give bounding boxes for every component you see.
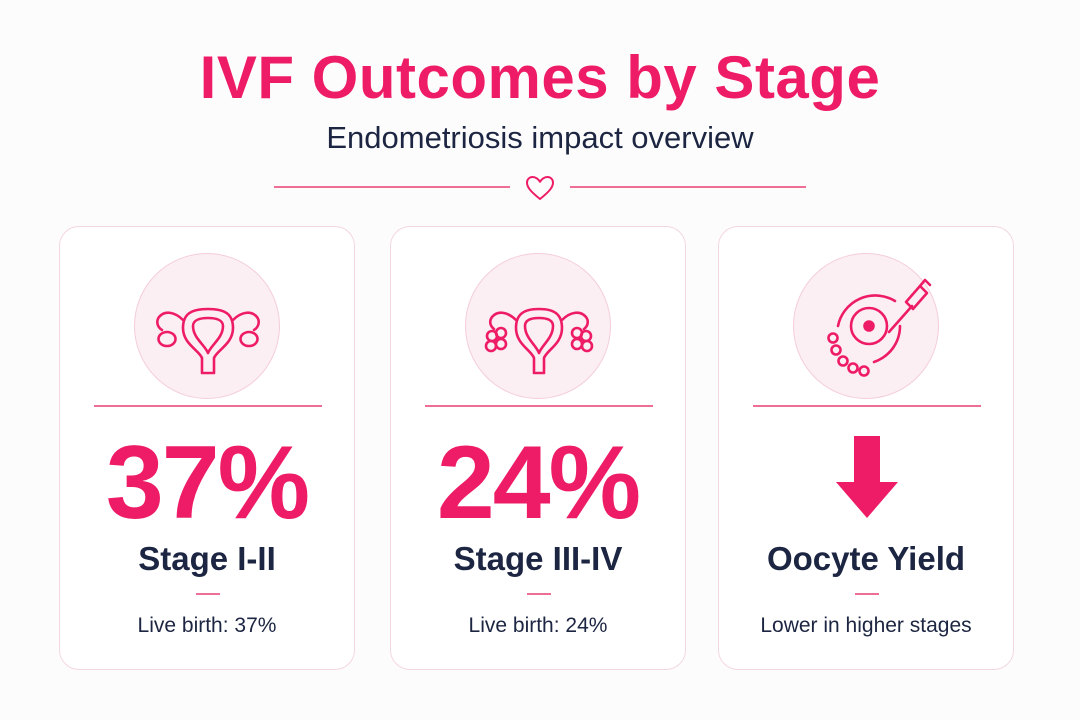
icon-circle [465, 253, 611, 399]
divider-line-right [570, 186, 806, 188]
stat-card-oocyte-yield: Oocyte Yield Lower in higher stages [718, 226, 1014, 670]
uterus-with-cysts-icon [484, 307, 594, 375]
card-divider [425, 405, 653, 407]
stat-value: 24% [436, 425, 641, 541]
stat-description: Lower in higher stages [760, 614, 972, 637]
icon-circle [793, 253, 939, 399]
heart-icon [526, 176, 554, 200]
label-underline [196, 593, 220, 595]
stage-label: Stage I-II [138, 540, 276, 577]
stat-description: Live birth: 24% [468, 614, 608, 637]
label-underline [855, 593, 879, 595]
page-subtitle: Endometriosis impact overview [326, 120, 754, 155]
stat-description: Live birth: 37% [137, 614, 277, 637]
page-title: IVF Outcomes by Stage [199, 44, 881, 111]
uterus-icon [156, 307, 260, 375]
stat-value: 37% [105, 425, 310, 541]
oocyte-retrieval-icon [827, 278, 932, 377]
down-arrow-icon [836, 436, 898, 518]
stage-label: Stage III-IV [453, 540, 623, 577]
icon-circle [134, 253, 280, 399]
card-divider [94, 405, 322, 407]
stat-card-stage-1-2: 37% Stage I-II Live birth: 37% [59, 226, 355, 670]
card-divider [753, 405, 981, 407]
stage-label: Oocyte Yield [766, 540, 966, 577]
divider-line-left [274, 186, 510, 188]
label-underline [527, 593, 551, 595]
stat-card-stage-3-4: 24% Stage III-IV Live birth: 24% [390, 226, 686, 670]
